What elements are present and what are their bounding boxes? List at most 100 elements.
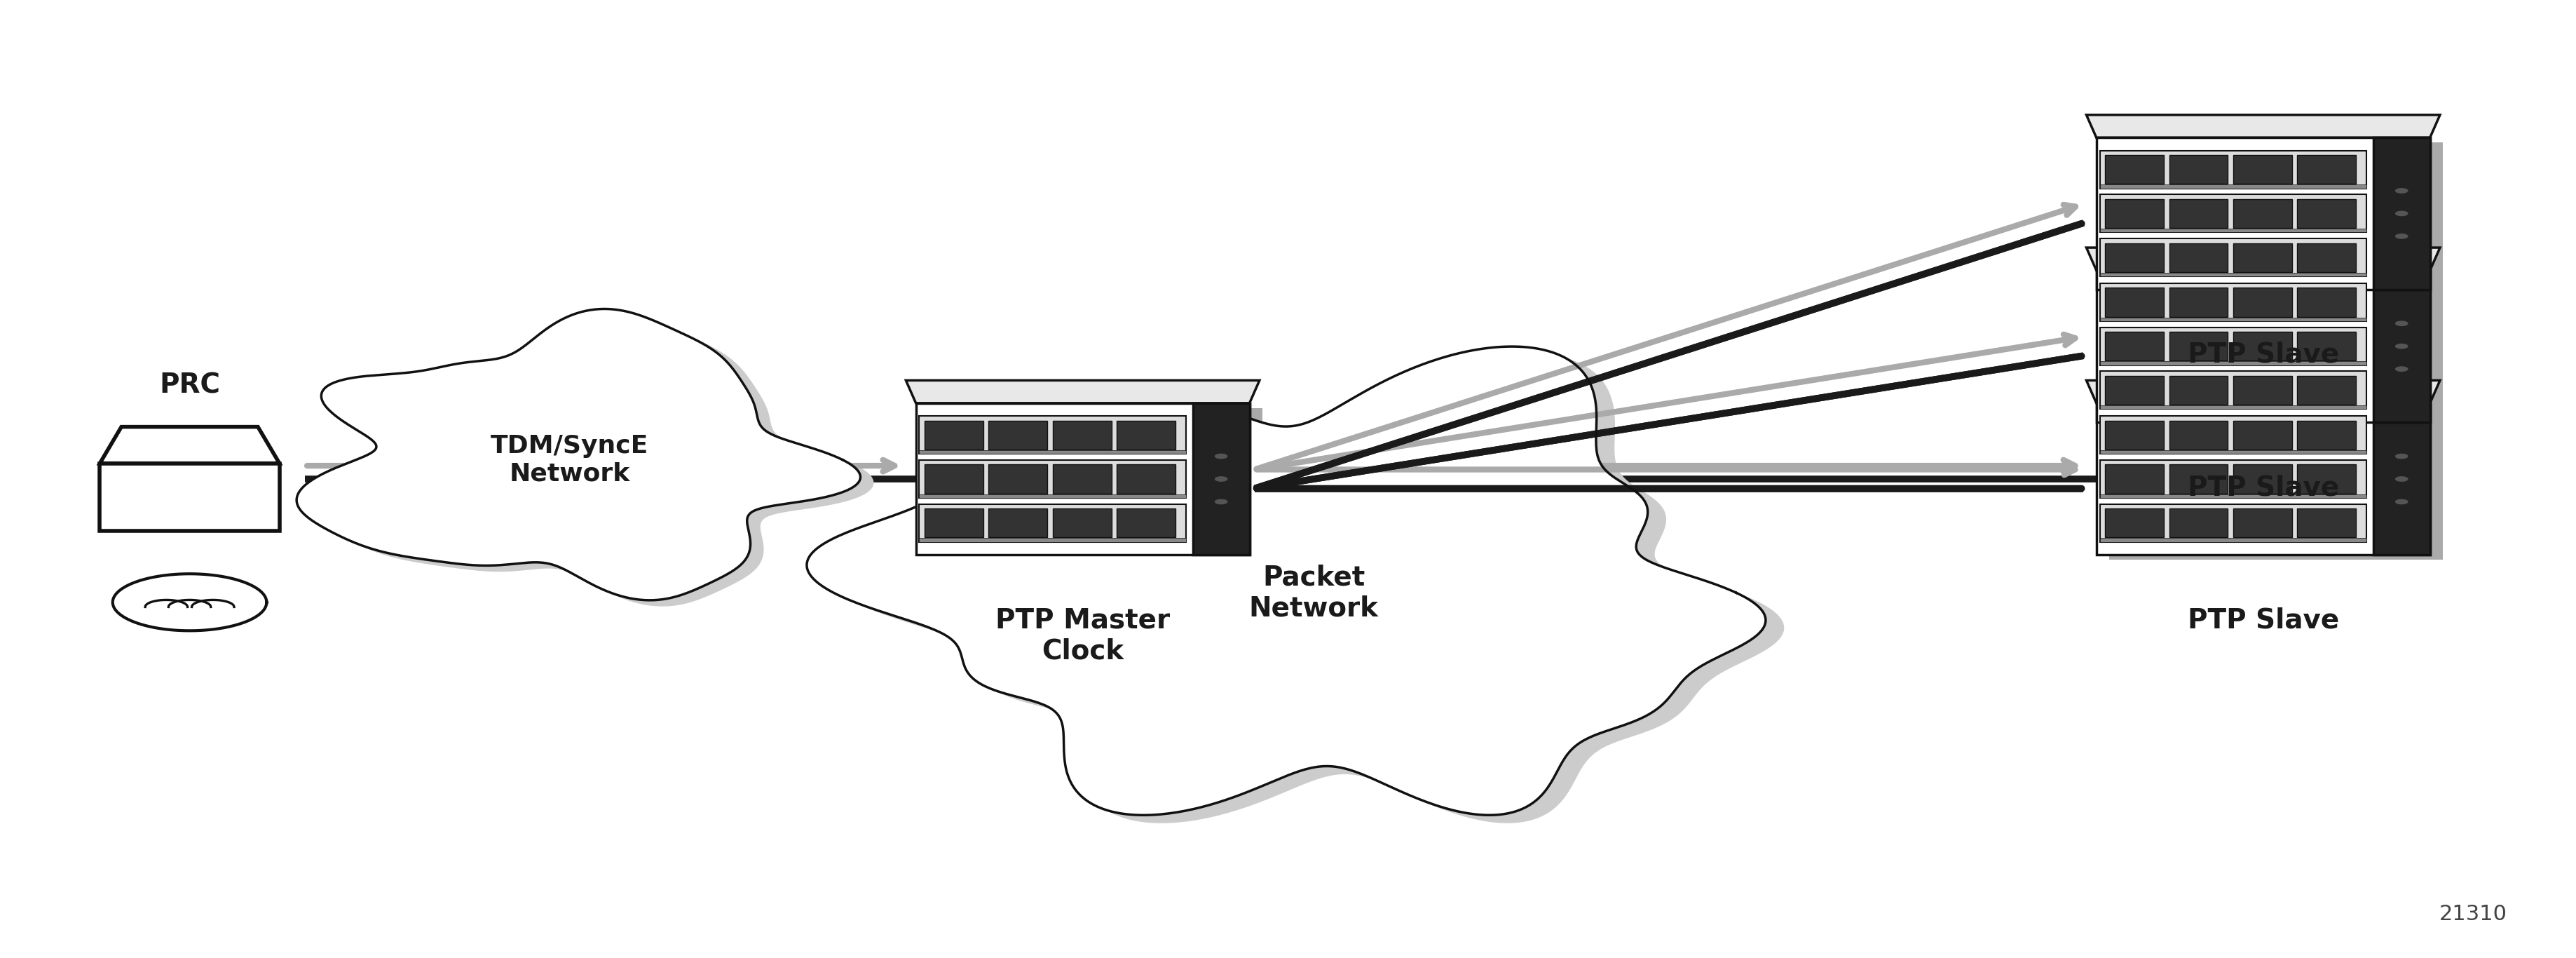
FancyBboxPatch shape <box>2298 199 2357 228</box>
Circle shape <box>2396 189 2409 193</box>
Circle shape <box>2396 321 2409 326</box>
Polygon shape <box>806 347 1765 815</box>
FancyBboxPatch shape <box>989 465 1048 493</box>
FancyBboxPatch shape <box>2099 450 2367 454</box>
Circle shape <box>1216 477 1226 481</box>
Circle shape <box>2396 212 2409 216</box>
FancyBboxPatch shape <box>2105 287 2164 317</box>
Circle shape <box>2396 499 2409 504</box>
FancyBboxPatch shape <box>2233 287 2293 317</box>
FancyBboxPatch shape <box>2099 405 2367 409</box>
Text: Packet
Network: Packet Network <box>1249 564 1378 622</box>
FancyBboxPatch shape <box>2169 376 2228 404</box>
FancyBboxPatch shape <box>1054 509 1110 537</box>
FancyBboxPatch shape <box>2097 403 2429 555</box>
Polygon shape <box>2087 115 2439 138</box>
FancyBboxPatch shape <box>100 464 278 531</box>
FancyBboxPatch shape <box>2169 155 2228 184</box>
FancyBboxPatch shape <box>2105 155 2164 184</box>
FancyBboxPatch shape <box>2099 460 2367 498</box>
FancyBboxPatch shape <box>2298 287 2357 317</box>
FancyBboxPatch shape <box>2298 155 2357 184</box>
FancyBboxPatch shape <box>2169 287 2228 317</box>
FancyBboxPatch shape <box>2110 408 2442 559</box>
Polygon shape <box>824 354 1783 823</box>
FancyBboxPatch shape <box>920 538 1185 542</box>
Text: PTP Slave: PTP Slave <box>2187 607 2339 633</box>
FancyBboxPatch shape <box>920 450 1185 454</box>
FancyBboxPatch shape <box>2169 465 2228 493</box>
FancyBboxPatch shape <box>2099 361 2367 365</box>
Text: PTP Slave: PTP Slave <box>2187 341 2339 368</box>
FancyBboxPatch shape <box>2099 229 2367 233</box>
FancyBboxPatch shape <box>2169 199 2228 228</box>
FancyBboxPatch shape <box>2169 421 2228 449</box>
FancyBboxPatch shape <box>2233 199 2293 228</box>
FancyBboxPatch shape <box>2105 465 2164 493</box>
FancyBboxPatch shape <box>2105 376 2164 404</box>
FancyBboxPatch shape <box>2233 331 2293 360</box>
Text: PTP Master
Clock: PTP Master Clock <box>994 607 1170 665</box>
FancyBboxPatch shape <box>2298 331 2357 360</box>
FancyBboxPatch shape <box>920 460 1185 498</box>
FancyBboxPatch shape <box>2105 509 2164 537</box>
FancyBboxPatch shape <box>920 504 1185 542</box>
FancyBboxPatch shape <box>2110 143 2442 294</box>
Polygon shape <box>296 308 860 601</box>
FancyBboxPatch shape <box>2099 185 2367 189</box>
FancyBboxPatch shape <box>2298 465 2357 493</box>
FancyBboxPatch shape <box>1054 465 1110 493</box>
FancyBboxPatch shape <box>925 421 984 449</box>
FancyBboxPatch shape <box>2099 239 2367 277</box>
FancyBboxPatch shape <box>2233 421 2293 449</box>
FancyBboxPatch shape <box>2110 275 2442 427</box>
FancyBboxPatch shape <box>2099 284 2367 321</box>
FancyBboxPatch shape <box>2097 138 2429 289</box>
Polygon shape <box>2087 380 2439 403</box>
FancyBboxPatch shape <box>989 421 1048 449</box>
FancyBboxPatch shape <box>2169 331 2228 360</box>
Polygon shape <box>100 427 278 464</box>
FancyBboxPatch shape <box>925 509 984 537</box>
FancyBboxPatch shape <box>2099 372 2367 409</box>
Circle shape <box>1216 499 1226 504</box>
FancyBboxPatch shape <box>2105 199 2164 228</box>
Circle shape <box>2396 477 2409 481</box>
FancyBboxPatch shape <box>930 408 1262 559</box>
FancyBboxPatch shape <box>1054 421 1110 449</box>
FancyBboxPatch shape <box>2099 273 2367 277</box>
FancyBboxPatch shape <box>1118 509 1175 537</box>
FancyBboxPatch shape <box>2099 328 2367 365</box>
Circle shape <box>2396 454 2409 459</box>
Text: TDM/SyncE
Network: TDM/SyncE Network <box>489 434 649 486</box>
Polygon shape <box>907 380 1260 403</box>
FancyBboxPatch shape <box>2233 376 2293 404</box>
FancyBboxPatch shape <box>1118 465 1175 493</box>
Text: PTP Slave: PTP Slave <box>2187 474 2339 501</box>
FancyBboxPatch shape <box>2298 509 2357 537</box>
FancyBboxPatch shape <box>989 509 1048 537</box>
FancyBboxPatch shape <box>925 465 984 493</box>
FancyBboxPatch shape <box>2169 243 2228 272</box>
FancyBboxPatch shape <box>2099 504 2367 542</box>
FancyBboxPatch shape <box>2099 538 2367 542</box>
FancyBboxPatch shape <box>2372 138 2429 289</box>
FancyBboxPatch shape <box>2298 376 2357 404</box>
FancyBboxPatch shape <box>920 416 1185 454</box>
FancyBboxPatch shape <box>2105 243 2164 272</box>
Circle shape <box>2396 344 2409 349</box>
FancyBboxPatch shape <box>2233 465 2293 493</box>
FancyBboxPatch shape <box>2298 243 2357 272</box>
Polygon shape <box>2087 247 2439 270</box>
FancyBboxPatch shape <box>2099 494 2367 498</box>
FancyBboxPatch shape <box>2097 270 2429 422</box>
FancyBboxPatch shape <box>2099 150 2367 189</box>
Polygon shape <box>309 314 873 605</box>
Text: 21310: 21310 <box>2439 904 2506 924</box>
FancyBboxPatch shape <box>2233 243 2293 272</box>
FancyBboxPatch shape <box>1118 421 1175 449</box>
FancyBboxPatch shape <box>2105 421 2164 449</box>
FancyBboxPatch shape <box>2298 421 2357 449</box>
FancyBboxPatch shape <box>2099 317 2367 321</box>
FancyBboxPatch shape <box>2233 509 2293 537</box>
